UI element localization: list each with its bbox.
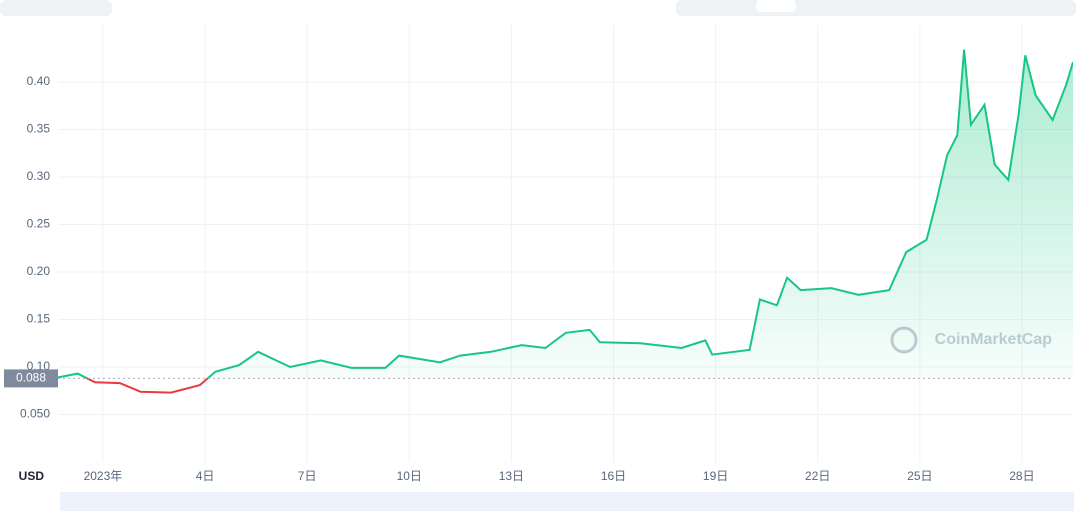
x-tick-label: 19日 <box>703 469 728 483</box>
x-tick-label: 4日 <box>196 469 215 483</box>
x-tick-label: 7日 <box>298 469 317 483</box>
y-tick-label: 0.15 <box>27 312 51 326</box>
price-line-up <box>58 49 1073 379</box>
y-tick-label: 0.30 <box>27 169 51 183</box>
x-tick-label: 10日 <box>397 469 422 483</box>
y-tick-label: 0.25 <box>27 217 51 231</box>
y-tick-label: 0.20 <box>27 264 51 278</box>
baseline-badge <box>4 369 58 388</box>
y-tick-label: 0.050 <box>20 407 50 421</box>
x-tick-label: 16日 <box>601 469 626 483</box>
baseline-label: 0.088 <box>16 371 46 385</box>
toolbar-active[interactable] <box>756 0 796 12</box>
area <box>58 49 1073 379</box>
y-tick-label: 0.35 <box>27 122 51 136</box>
x-tick-label: 2023年 <box>84 469 123 483</box>
x-tick-label: 28日 <box>1009 469 1034 483</box>
x-tick-label: 22日 <box>805 469 830 483</box>
x-tick-label: 25日 <box>907 469 932 483</box>
toolbar-right[interactable] <box>676 0 1076 16</box>
toolbar-left[interactable] <box>0 0 112 16</box>
currency-label: USD <box>19 469 45 483</box>
navigator[interactable] <box>60 492 1074 511</box>
x-tick-label: 13日 <box>499 469 524 483</box>
y-tick-label: 0.40 <box>27 74 51 88</box>
